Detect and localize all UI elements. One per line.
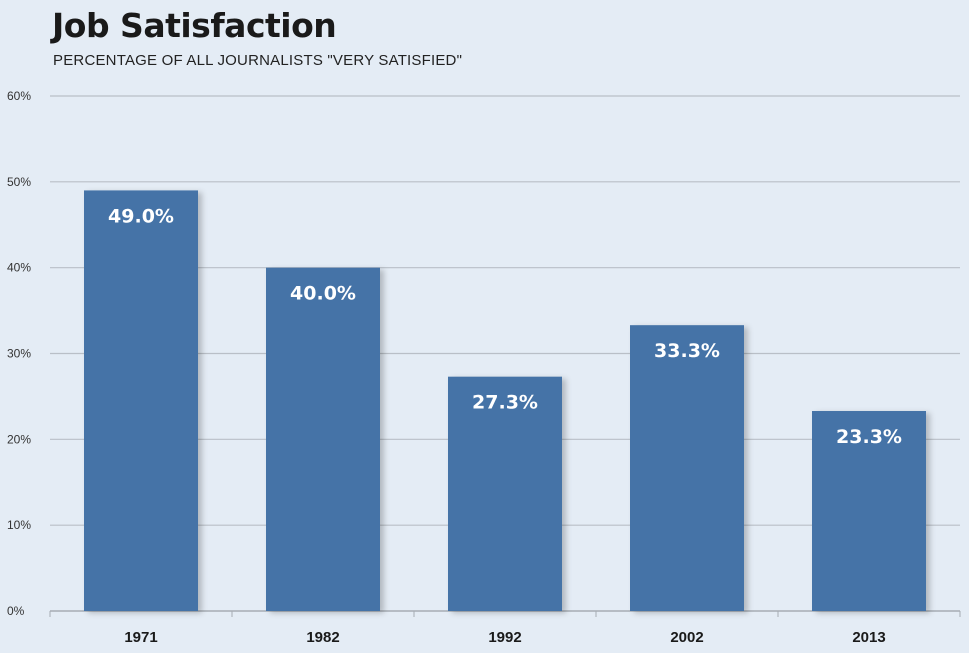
bar-1992 [448,376,562,611]
data-label-1992: 27.3% [472,392,538,414]
bar-1971 [84,190,198,611]
chart-title: Job Satisfaction [52,6,337,45]
y-tick-label-40: 40% [7,261,31,275]
bar-1982 [266,267,380,611]
x-axis-tick-marks [49,611,961,617]
x-axis-category-labels: 1971 1982 1992 2002 2013 [124,629,885,646]
y-tick-label-0: 0% [7,604,25,618]
y-tick-label-60: 60% [7,89,31,103]
data-labels: 49.0% 40.0% 27.3% 33.3% 23.3% [108,205,902,448]
y-tick-label-30: 30% [7,347,31,361]
chart-subtitle: PERCENTAGE OF ALL JOURNALISTS "VERY SATI… [53,52,463,69]
data-label-1982: 40.0% [290,283,356,305]
y-tick-label-50: 50% [7,175,31,189]
x-category-label-2013: 2013 [852,629,885,646]
data-label-1971: 49.0% [108,205,174,227]
x-category-label-1982: 1982 [306,629,339,646]
bar-2013 [812,411,926,611]
x-category-label-1992: 1992 [488,629,521,646]
x-category-label-1971: 1971 [124,629,157,646]
bar-2002 [630,325,744,611]
data-label-2002: 33.3% [654,340,720,362]
y-tick-label-20: 20% [7,432,31,446]
y-tick-label-10: 10% [7,518,31,532]
data-label-2013: 23.3% [836,426,902,448]
bars [84,190,926,611]
y-axis-tick-labels: 0% 10% 20% 30% 40% 50% 60% [7,89,31,618]
x-category-label-2002: 2002 [670,629,703,646]
